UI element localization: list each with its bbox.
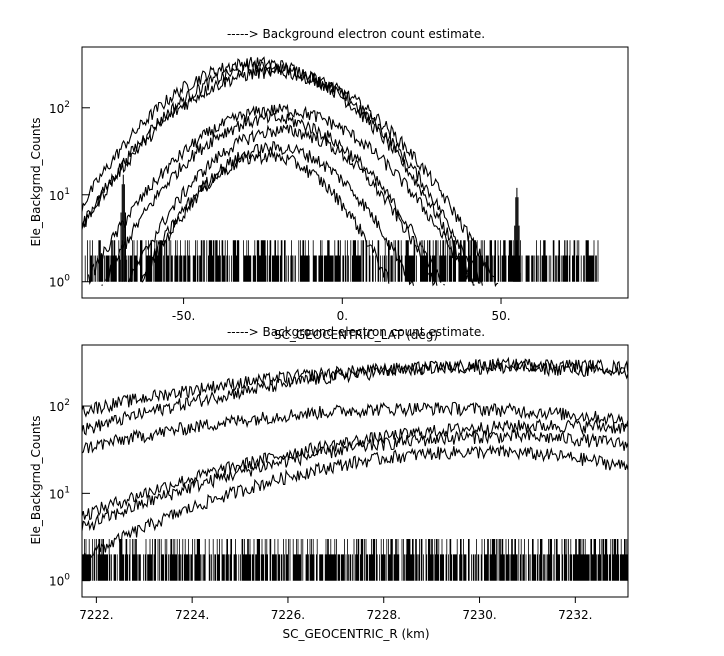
- x-tick-label: 7224.: [175, 608, 209, 622]
- series-line: [81, 418, 629, 521]
- y-tick-label: 100: [49, 274, 70, 290]
- series-line: [101, 111, 445, 286]
- x-tick-label: 50.: [491, 309, 510, 323]
- series-line: [81, 61, 483, 286]
- y-tick-label: 102: [49, 100, 70, 116]
- noise-floor: [82, 539, 628, 581]
- y-axis-label: Ele_Backgrnd_Counts: [29, 416, 43, 545]
- plot-frame: [81, 46, 629, 299]
- spike: [513, 187, 521, 282]
- x-tick-label: 7226.: [271, 608, 305, 622]
- series-line: [81, 401, 629, 454]
- x-tick-label: 0.: [337, 309, 348, 323]
- y-tick-label: 101: [49, 485, 70, 501]
- plot-area: [81, 356, 629, 581]
- x-tick-label: 7222.: [79, 608, 113, 622]
- series-line: [128, 124, 438, 287]
- axes: -50. 0. 50. 100 101 102: [49, 100, 511, 323]
- y-tick-label: 101: [49, 187, 70, 203]
- y-tick-label: 100: [49, 573, 70, 589]
- y-tick-label: 102: [49, 398, 70, 414]
- x-axis-label: SC_GEOCENTRIC_LAT (deg): [274, 328, 438, 342]
- x-tick-label: 7230.: [462, 608, 496, 622]
- x-tick-label: -50.: [172, 309, 195, 323]
- axes: 7222. 7224. 7226. 7228. 7230. 7232. 100 101 102: [49, 398, 593, 622]
- spike: [119, 174, 128, 282]
- series-line: [81, 429, 629, 532]
- series-line: [87, 103, 475, 286]
- plot-area: [82, 57, 599, 286]
- chart-title: -----> Background electron count estimat…: [227, 27, 485, 41]
- noise-floor: [84, 240, 599, 282]
- panel-bottom: -----> Background electron count estimat…: [29, 325, 629, 641]
- x-axis-label: SC_GEOCENTRIC_R (km): [283, 627, 430, 641]
- plot-frame: [81, 344, 629, 598]
- series-line: [81, 444, 629, 562]
- series-line: [81, 360, 629, 418]
- panel-top: -----> Background electron count estimat…: [29, 27, 629, 342]
- x-tick-label: 7228.: [367, 608, 401, 622]
- series-line: [81, 63, 499, 288]
- y-axis-label: Ele_Backgrnd_Counts: [29, 118, 43, 247]
- chart-title: -----> Background electron count estimat…: [227, 325, 485, 339]
- x-tick-label: 7232.: [558, 608, 592, 622]
